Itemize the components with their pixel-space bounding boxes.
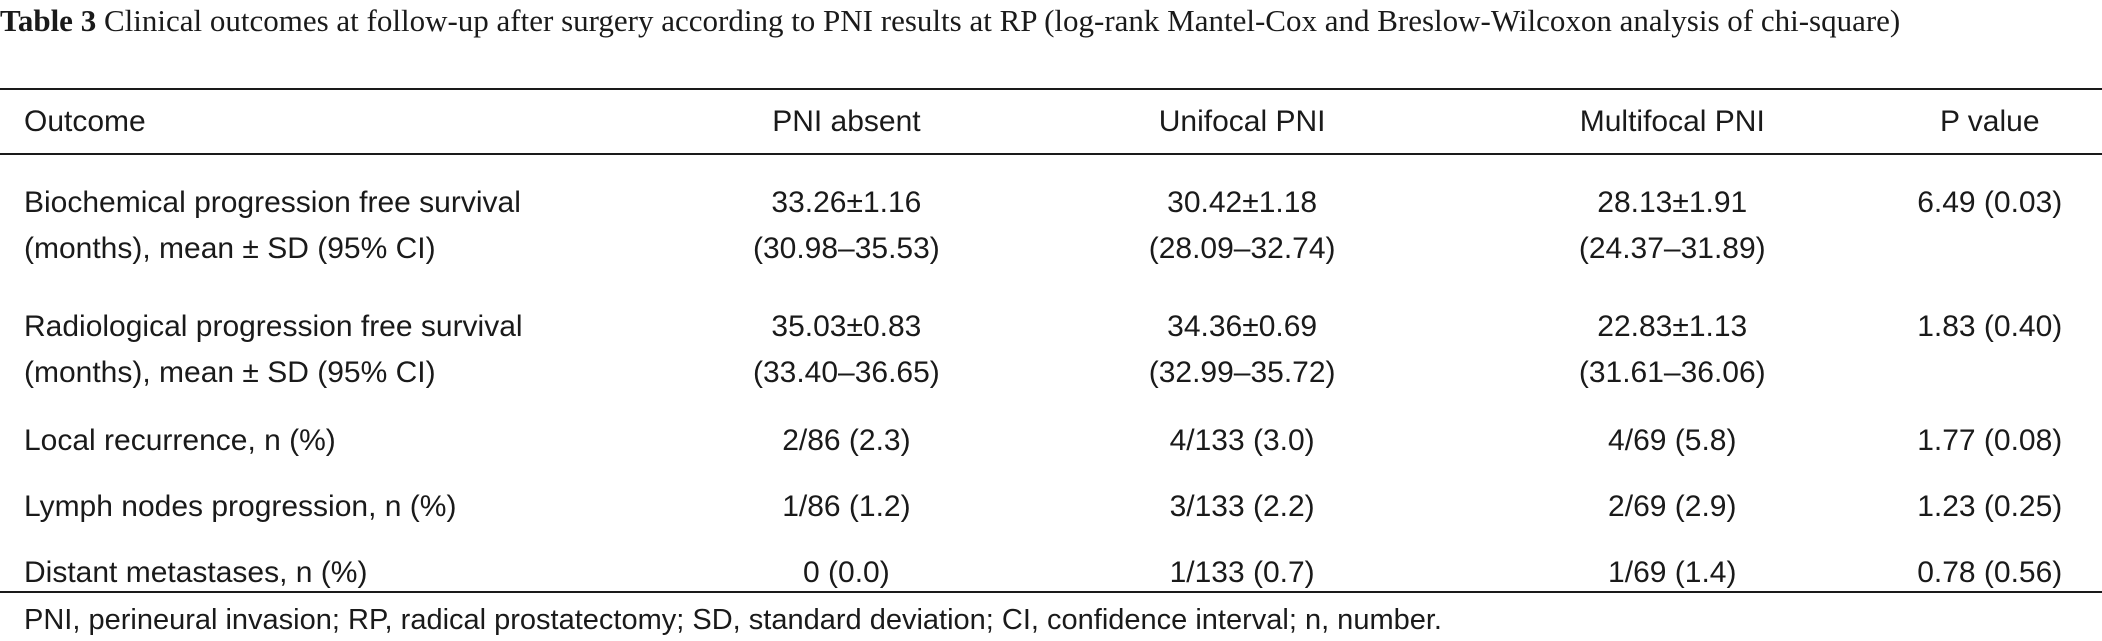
cell-p-value: 6.49 (0.03) xyxy=(1917,186,2063,219)
cell-pni-absent: 35.03±0.83 (33.40–36.65) xyxy=(676,284,1018,408)
table-row: Lymph nodes progression, n (%) 1/86 (1.2… xyxy=(0,474,2102,540)
header-pni-absent: PNI absent xyxy=(772,105,921,138)
cell-pni-absent: 0 (0.0) xyxy=(803,556,890,589)
cell-line: (30.98–35.53) xyxy=(752,232,940,265)
cell-multifocal: 4/69 (5.8) xyxy=(1608,424,1737,457)
cell-p-value: 1.77 (0.08) xyxy=(1917,424,2063,457)
header-p-value: P value xyxy=(1939,105,2040,138)
table-footnote: PNI, perineural invasion; RP, radical pr… xyxy=(24,604,1442,636)
cell-line: (months), mean ± SD (95% CI) xyxy=(24,232,436,265)
table-row: Radiological progression free survival (… xyxy=(0,284,2102,408)
cell-line: 33.26±1.16 xyxy=(771,186,922,219)
cell-line: 34.36±0.69 xyxy=(1167,310,1318,343)
cell-line: (24.37–31.89) xyxy=(1578,232,1766,265)
cell-p-value: 1.23 (0.25) xyxy=(1917,490,2063,523)
cell-outcome: Distant metastases, n (%) xyxy=(24,556,368,589)
cell-pni-absent: 1/86 (1.2) xyxy=(782,490,911,523)
cell-unifocal: 30.42±1.18 (28.09–32.74) xyxy=(1017,154,1467,284)
cell-outcome: Local recurrence, n (%) xyxy=(24,424,336,457)
cell-line: Biochemical progression free survival xyxy=(24,186,521,219)
table-row: Local recurrence, n (%) 2/86 (2.3) 4/133… xyxy=(0,408,2102,474)
outcomes-table: Outcome PNI absent Unifocal PNI Multifoc… xyxy=(0,90,2102,606)
header-multifocal-pni: Multifocal PNI xyxy=(1579,105,1765,138)
cell-line: Radiological progression free survival xyxy=(24,310,523,343)
cell-multifocal: 1/69 (1.4) xyxy=(1608,556,1737,589)
header-rule xyxy=(0,153,2102,155)
cell-multifocal: 28.13±1.91 (24.37–31.89) xyxy=(1467,154,1877,284)
cell-line: 28.13±1.91 xyxy=(1597,186,1748,219)
cell-pni-absent: 33.26±1.16 (30.98–35.53) xyxy=(676,154,1018,284)
table-caption: Table 3 Clinical outcomes at follow-up a… xyxy=(0,0,2090,42)
cell-unifocal: 4/133 (3.0) xyxy=(1169,424,1315,457)
table-row: Distant metastases, n (%) 0 (0.0) 1/133 … xyxy=(0,540,2102,606)
cell-line: (31.61–36.06) xyxy=(1578,356,1766,389)
cell-unifocal: 34.36±0.69 (32.99–35.72) xyxy=(1017,284,1467,408)
table-row: Biochemical progression free survival (m… xyxy=(0,154,2102,284)
cell-unifocal: 1/133 (0.7) xyxy=(1169,556,1315,589)
cell-unifocal: 3/133 (2.2) xyxy=(1169,490,1315,523)
cell-pni-absent: 2/86 (2.3) xyxy=(782,424,911,457)
cell-line: (32.99–35.72) xyxy=(1148,356,1336,389)
cell-outcome: Radiological progression free survival (… xyxy=(0,284,676,408)
cell-line: 35.03±0.83 xyxy=(771,310,922,343)
table-title: Clinical outcomes at follow-up after sur… xyxy=(103,3,1901,38)
cell-outcome: Biochemical progression free survival (m… xyxy=(0,154,676,284)
cell-multifocal: 2/69 (2.9) xyxy=(1608,490,1737,523)
top-rule xyxy=(0,88,2102,90)
header-outcome: Outcome xyxy=(24,105,146,138)
header-unifocal-pni: Unifocal PNI xyxy=(1158,105,1326,138)
cell-line: 22.83±1.13 xyxy=(1597,310,1748,343)
cell-outcome: Lymph nodes progression, n (%) xyxy=(24,490,457,523)
cell-p-value: 0.78 (0.56) xyxy=(1917,556,2063,589)
header-row: Outcome PNI absent Unifocal PNI Multifoc… xyxy=(0,90,2102,154)
cell-line: (33.40–36.65) xyxy=(752,356,940,389)
cell-line: (months), mean ± SD (95% CI) xyxy=(24,356,436,389)
cell-line: (28.09–32.74) xyxy=(1148,232,1336,265)
cell-multifocal: 22.83±1.13 (31.61–36.06) xyxy=(1467,284,1877,408)
cell-p-value: 1.83 (0.40) xyxy=(1917,310,2063,343)
table-label: Table 3 xyxy=(0,3,97,38)
bottom-rule xyxy=(0,591,2102,593)
cell-line: 30.42±1.18 xyxy=(1167,186,1318,219)
